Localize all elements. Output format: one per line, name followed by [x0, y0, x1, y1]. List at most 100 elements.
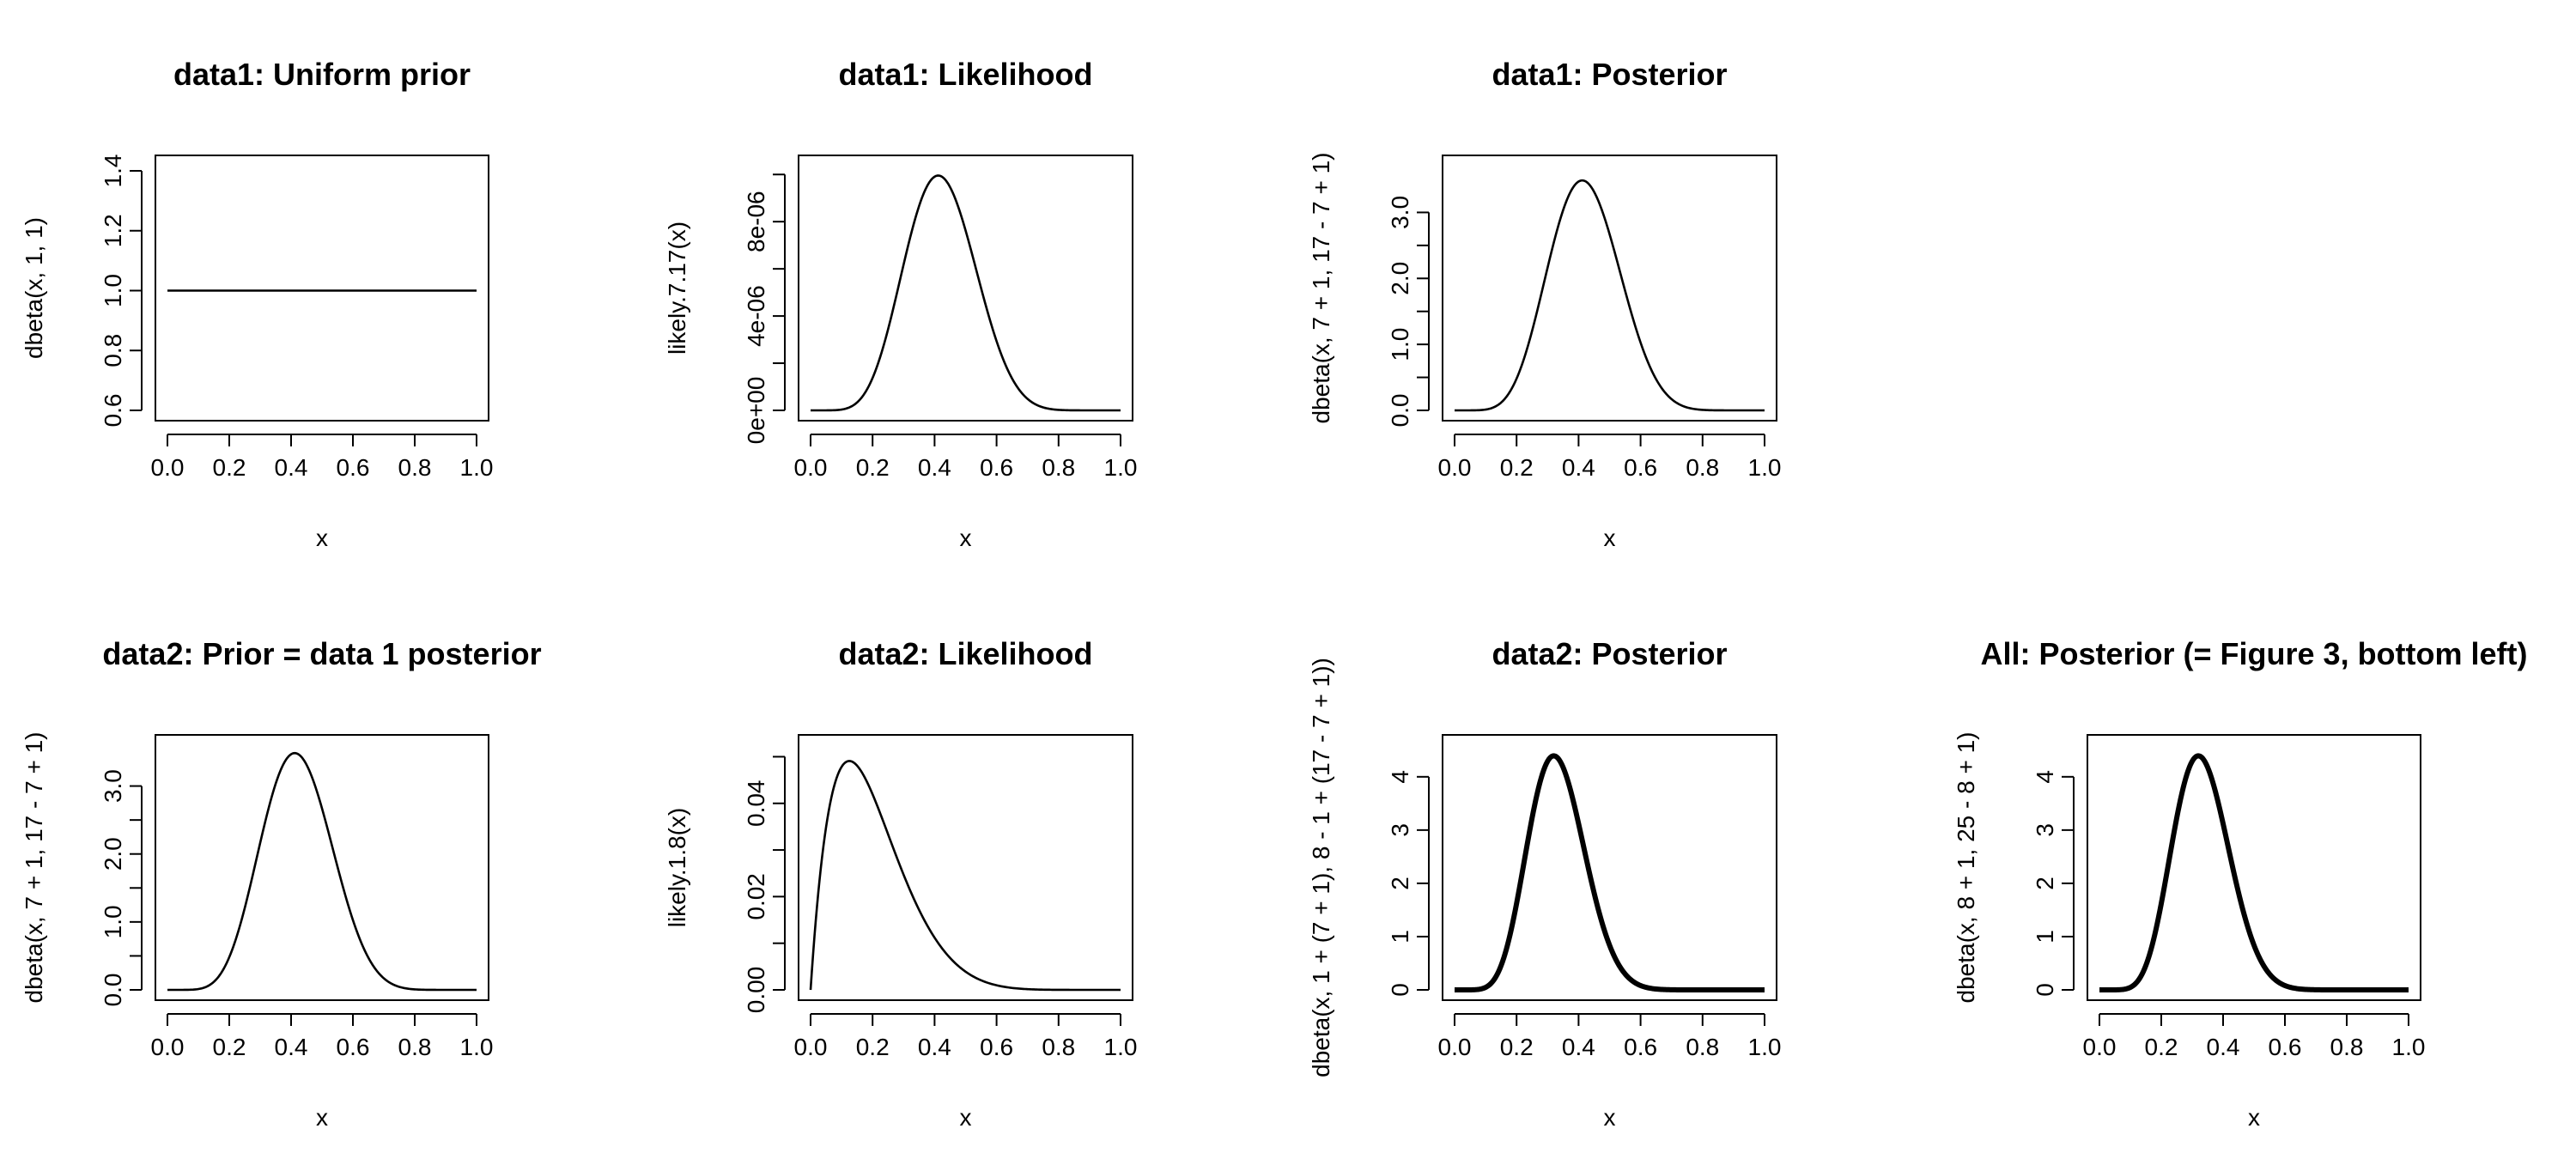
x-tick-label: 1.0: [1104, 454, 1138, 481]
y-tick-label: 0: [2032, 983, 2058, 997]
y-tick-label: 2.0: [100, 837, 126, 871]
x-tick-label: 0.0: [2083, 1034, 2117, 1060]
x-tick-label: 0.6: [1624, 1034, 1657, 1060]
plot-panel-data2-likelihood: data2: Likelihood 0.0 0.2 0.4 0.6 0.8 1.0 0.00…: [664, 636, 1137, 1131]
panel-title: data2: Prior = data 1 posterior: [102, 636, 541, 671]
y-tick-label: 0.0: [100, 974, 126, 1007]
plot-panel-data2-prior: data2: Prior = data 1 posterior 0.0 0.2 0.…: [21, 636, 542, 1131]
x-tick-label: 0.8: [398, 1034, 432, 1060]
x-axis-label: x: [1604, 525, 1616, 551]
plot-frame: [798, 734, 1133, 1001]
x-axis-label: x: [960, 1104, 972, 1131]
plot-frame: [155, 734, 489, 1001]
y-tick-label: 3: [1387, 823, 1413, 837]
x-tick-label: 0.0: [151, 1034, 185, 1060]
y-tick-label: 4: [1387, 770, 1413, 784]
x-tick-label: 0.0: [1438, 1034, 1472, 1060]
plot-panel-data1-likelihood: data1: Likelihood 0.0 0.2 0.4 0.6 0.8 1.0 0e+0…: [664, 57, 1137, 551]
x-tick-label: 0.2: [856, 454, 890, 481]
x-tick-label: 0.2: [1500, 454, 1534, 481]
panel-axes: 0.0 0.2 0.4 0.6 0.8 1.0 0 1 2 3 4: [1387, 734, 1781, 1060]
series-line: [811, 174, 1121, 412]
series-line: [2098, 753, 2410, 992]
y-tick-label: 8e-06: [743, 191, 769, 252]
panel-title: data1: Uniform prior: [173, 57, 471, 92]
x-axis-label: x: [316, 1104, 328, 1131]
y-axis-label: likely.7.17(x): [664, 221, 690, 355]
x-tick-label: 0.4: [1562, 1034, 1595, 1060]
plot-frame: [1442, 155, 1777, 422]
x-tick-label: 1.0: [460, 1034, 494, 1060]
y-tick-label: 1.0: [1387, 328, 1413, 361]
x-tick-label: 0.6: [337, 1034, 370, 1060]
x-tick-label: 0.4: [275, 454, 308, 481]
y-tick-label: 0.0: [1387, 394, 1413, 428]
panel-axes: 0.0 0.2 0.4 0.6 0.8 1.0 0.0 1.0 2.0 3.0: [1387, 155, 1781, 481]
plot-frame: [155, 155, 489, 422]
y-tick-label: 0.8: [100, 334, 126, 367]
x-tick-label: 0.8: [1686, 454, 1719, 481]
x-tick-label: 1.0: [2392, 1034, 2426, 1060]
x-tick-label: 0.8: [1042, 1034, 1075, 1060]
y-tick-label: 1: [2032, 930, 2058, 944]
panel-axes: 0.0 0.2 0.4 0.6 0.8 1.0 0e+00 4e-06 8e-06: [743, 155, 1137, 481]
x-axis-label: x: [316, 525, 328, 551]
x-tick-label: 0.8: [1042, 454, 1075, 481]
x-tick-label: 1.0: [460, 454, 494, 481]
y-tick-label: 1.4: [100, 155, 126, 188]
panel-axes: 0.0 0.2 0.4 0.6 0.8 1.0 0 1 2 3 4: [2032, 734, 2426, 1060]
x-tick-label: 0.8: [398, 454, 432, 481]
x-tick-label: 0.4: [1562, 454, 1595, 481]
panel-axes: 0.0 0.2 0.4 0.6 0.8 1.0 0.00 0.02 0.04: [743, 734, 1137, 1060]
x-tick-label: 0.8: [1686, 1034, 1719, 1060]
x-tick-label: 0.0: [794, 1034, 828, 1060]
y-tick-label: 3: [2032, 823, 2058, 837]
x-tick-label: 0.6: [2269, 1034, 2302, 1060]
panel-title: All: Posterior (= Figure 3, bottom left): [1980, 636, 2527, 671]
x-tick-label: 0.2: [2145, 1034, 2178, 1060]
x-axis-label: x: [1604, 1104, 1616, 1131]
panel-title: data2: Likelihood: [838, 636, 1092, 671]
x-tick-label: 0.6: [980, 454, 1013, 481]
x-tick-label: 0.4: [2207, 1034, 2240, 1060]
x-tick-label: 0.4: [918, 1034, 951, 1060]
x-tick-label: 0.6: [1624, 454, 1657, 481]
y-axis-label: dbeta(x, 7 + 1, 17 - 7 + 1): [21, 732, 47, 1004]
y-tick-label: 3.0: [100, 769, 126, 803]
x-tick-label: 0.2: [213, 454, 246, 481]
y-tick-label: 2: [1387, 877, 1413, 890]
y-tick-label: 1.0: [100, 905, 126, 938]
x-tick-label: 0.6: [980, 1034, 1013, 1060]
x-tick-label: 0.4: [275, 1034, 308, 1060]
plot-panel-all-posterior: All: Posterior (= Figure 3, bottom left)…: [1953, 636, 2528, 1131]
y-tick-label: 0e+00: [743, 377, 769, 445]
y-tick-label: 1.2: [100, 214, 126, 247]
y-axis-label: dbeta(x, 8 + 1, 25 - 8 + 1): [1953, 732, 1979, 1004]
y-axis-label: dbeta(x, 7 + 1, 17 - 7 + 1): [1308, 153, 1334, 424]
panel-title: data1: Likelihood: [838, 57, 1092, 92]
series-line: [167, 751, 477, 992]
x-tick-label: 0.4: [918, 454, 951, 481]
panel-title: data1: Posterior: [1492, 57, 1727, 92]
y-tick-label: 2: [2032, 877, 2058, 890]
y-tick-label: 3.0: [1387, 196, 1413, 229]
series-line: [1455, 179, 1765, 412]
plot-panel-data2-posterior: data2: Posterior 0.0 0.2 0.4 0.6 0.8 1.0 0 1 2 3 4…: [1308, 636, 1781, 1131]
y-tick-label: 4e-06: [743, 285, 769, 347]
x-tick-label: 1.0: [1748, 454, 1782, 481]
x-axis-label: x: [960, 525, 972, 551]
y-tick-label: 2.0: [1387, 262, 1413, 295]
y-tick-label: 0.02: [743, 873, 769, 920]
y-tick-label: 0: [1387, 983, 1413, 997]
x-tick-label: 0.8: [2330, 1034, 2364, 1060]
plot-frame: [1442, 734, 1777, 1001]
y-axis-label: likely.1.8(x): [664, 808, 690, 928]
y-tick-label: 0.04: [743, 780, 769, 827]
x-tick-label: 0.0: [794, 454, 828, 481]
y-axis-label: dbeta(x, 1 + (7 + 1), 8 - 1 + (17 - 7 + …: [1308, 658, 1334, 1077]
x-tick-label: 0.6: [337, 454, 370, 481]
y-tick-label: 1: [1387, 930, 1413, 944]
plot-frame: [2087, 734, 2421, 1001]
x-axis-label: x: [2248, 1104, 2260, 1131]
